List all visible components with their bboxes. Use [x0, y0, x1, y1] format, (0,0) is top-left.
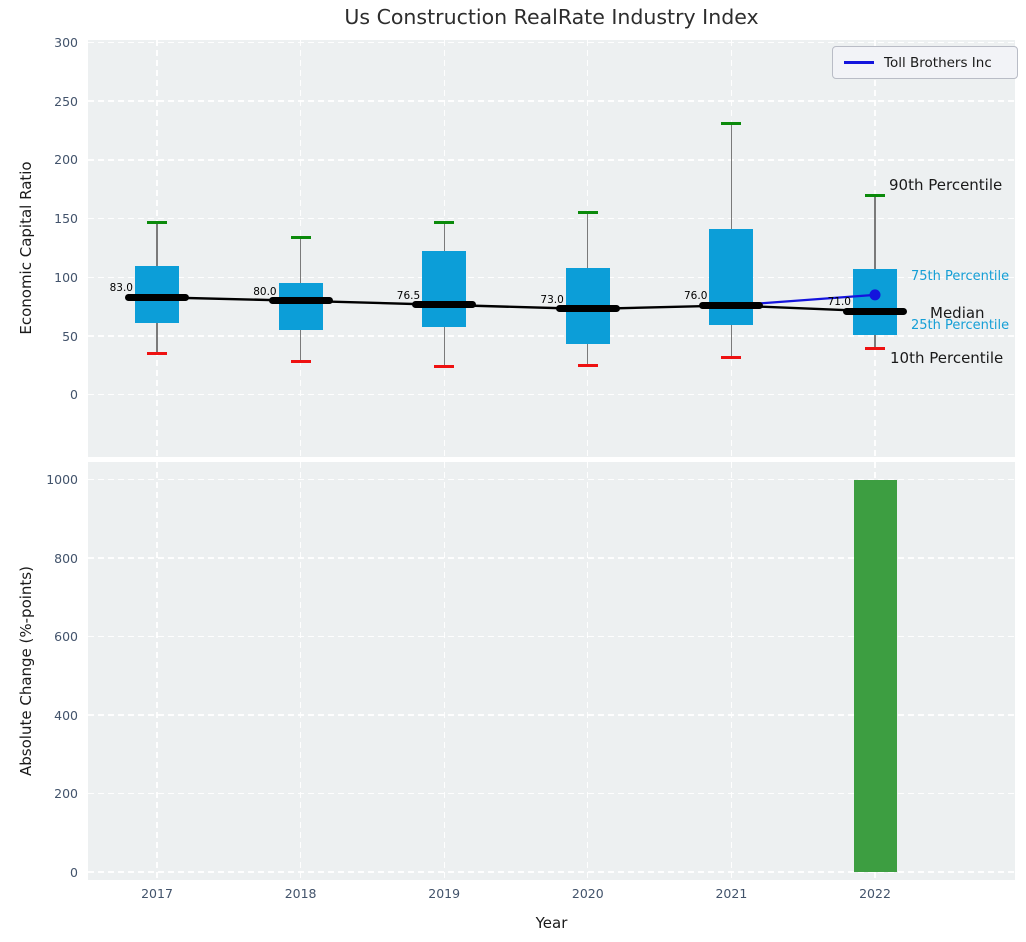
legend-label: Toll Brothers Inc: [884, 55, 992, 71]
top-ytick-label-300: 300: [32, 35, 78, 50]
top-ytick-label-250: 250: [32, 94, 78, 109]
p10-cap-2022: [865, 347, 885, 350]
gridline-x-2018: [300, 462, 301, 880]
p90-cap-2022: [865, 194, 885, 197]
gridline-x-2020: [587, 462, 588, 880]
p90-cap-2019: [434, 221, 454, 224]
median-value-label-2021: 76.0: [647, 291, 707, 302]
median-segment-2017: [125, 294, 189, 301]
gridline-x-2021: [731, 462, 732, 880]
gridline-x-2019: [444, 462, 445, 880]
bottom-y-axis-label: Absolute Change (%-points): [16, 521, 36, 821]
annotation-25th-percentile: 25th Percentile: [911, 319, 1009, 333]
xtick-label-2019: 2019: [414, 886, 474, 901]
top-axes: 83.080.076.573.076.071.0: [88, 40, 1015, 457]
legend: Toll Brothers Inc: [832, 46, 1018, 79]
xtick-label-2022: 2022: [845, 886, 905, 901]
iqr-box-2019: [422, 251, 466, 326]
p90-cap-2021: [721, 122, 741, 125]
iqr-box-2021: [709, 229, 753, 325]
p10-cap-2019: [434, 365, 454, 368]
gridline-y-200: [88, 159, 1015, 160]
median-value-label-2022: 71.0: [791, 297, 851, 308]
gridline-y-300: [88, 42, 1015, 43]
bottom-axes: [88, 462, 1015, 880]
change-bar-2022: [854, 480, 897, 872]
gridline-x-2017: [156, 462, 157, 880]
annotation-90th-percentile: 90th Percentile: [889, 177, 1002, 194]
p90-cap-2020: [578, 211, 598, 214]
median-segment-2020: [556, 305, 620, 312]
median-value-label-2018: 80.0: [217, 287, 277, 298]
annotation-75th-percentile: 75th Percentile: [911, 270, 1009, 284]
bottom-ytick-label-200: 200: [32, 786, 78, 801]
xtick-label-2021: 2021: [701, 886, 761, 901]
annotation-10th-percentile: 10th Percentile: [890, 350, 1003, 367]
p10-cap-2018: [291, 360, 311, 363]
top-ytick-label-50: 50: [32, 329, 78, 344]
figure: Us Construction RealRate Industry Index …: [0, 0, 1026, 942]
bottom-ytick-label-600: 600: [32, 629, 78, 644]
median-segment-2018: [269, 297, 333, 304]
top-y-axis-label: Economic Capital Ratio: [16, 98, 36, 398]
p10-cap-2021: [721, 356, 741, 359]
p90-cap-2018: [291, 236, 311, 239]
iqr-box-2018: [279, 283, 323, 330]
median-segment-2022: [843, 308, 907, 315]
top-ytick-label-200: 200: [32, 152, 78, 167]
p10-cap-2017: [147, 352, 167, 355]
xtick-label-2020: 2020: [558, 886, 618, 901]
bottom-ytick-label-1000: 1000: [32, 472, 78, 487]
gridline-y-0: [88, 394, 1015, 395]
median-value-label-2020: 73.0: [504, 295, 564, 306]
bottom-ytick-label-800: 800: [32, 551, 78, 566]
median-segment-2021: [699, 302, 763, 309]
iqr-box-2022: [853, 269, 897, 335]
legend-line-swatch: [844, 61, 874, 64]
top-ytick-label-150: 150: [32, 211, 78, 226]
median-value-label-2019: 76.5: [360, 291, 420, 302]
p90-cap-2017: [147, 221, 167, 224]
xtick-label-2017: 2017: [127, 886, 187, 901]
gridline-y-50: [88, 335, 1015, 336]
gridline-y-250: [88, 100, 1015, 101]
median-segment-2019: [412, 301, 476, 308]
bottom-ytick-label-400: 400: [32, 708, 78, 723]
bottom-ytick-label-0: 0: [32, 865, 78, 880]
top-ytick-label-0: 0: [32, 387, 78, 402]
gridline-y-150: [88, 218, 1015, 219]
xtick-label-2018: 2018: [271, 886, 331, 901]
median-value-label-2017: 83.0: [73, 283, 133, 294]
p10-cap-2020: [578, 364, 598, 367]
chart-title: Us Construction RealRate Industry Index: [88, 5, 1015, 29]
x-axis-label: Year: [88, 914, 1015, 932]
top-ytick-label-100: 100: [32, 270, 78, 285]
